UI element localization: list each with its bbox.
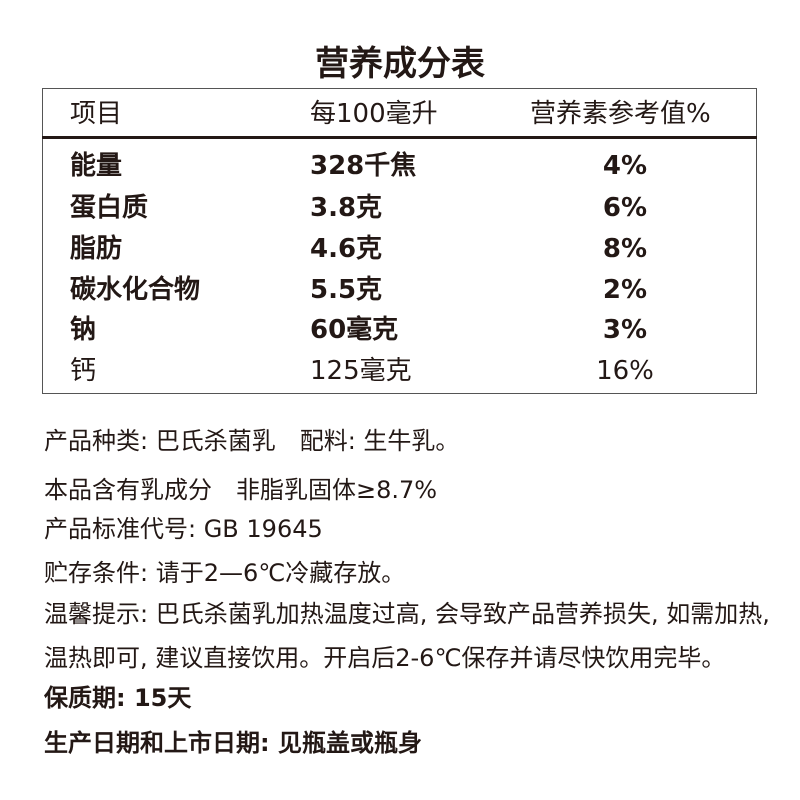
table-cell: 钠 — [70, 315, 97, 345]
header-cell: 项目 — [70, 99, 123, 129]
table-frame — [42, 88, 757, 394]
note-line: 本品含有乳成分 非脂乳固体≥8.7% — [44, 476, 438, 504]
header-cell: 营养素参考值% — [530, 99, 711, 129]
note-line: 温热即可, 建议直接饮用。开启后2-6℃保存并请尽快饮用完毕。 — [44, 644, 726, 672]
note-line: 保质期: 15天 — [44, 684, 192, 712]
table-cell: 60毫克 — [310, 315, 399, 345]
table-cell: 能量 — [70, 151, 123, 181]
note-line: 产品标准代号: GB 19645 — [44, 515, 323, 543]
table-cell: 2% — [602, 275, 648, 305]
table-cell: 125毫克 — [310, 356, 412, 386]
table-cell: 4% — [602, 151, 648, 181]
table-cell: 6% — [602, 193, 648, 223]
table-cell: 8% — [602, 234, 648, 264]
note-line: 温馨提示: 巴氏杀菌乳加热温度过高, 会导致产品营养损失, 如需加热, — [44, 600, 770, 628]
table-cell: 脂肪 — [70, 234, 123, 264]
table-cell: 3% — [602, 315, 648, 345]
table-cell: 钙 — [70, 356, 97, 386]
table-cell: 3.8克 — [310, 193, 383, 223]
table-cell: 5.5克 — [310, 275, 383, 305]
title: 营养成分表 — [315, 44, 485, 84]
header-rule — [42, 136, 757, 139]
table-cell: 碳水化合物 — [70, 275, 201, 305]
table-cell: 16% — [596, 356, 654, 386]
table-cell: 328千焦 — [310, 151, 417, 181]
note-line: 生产日期和上市日期: 见瓶盖或瓶身 — [44, 729, 422, 757]
note-line: 产品种类: 巴氏杀菌乳 配料: 生牛乳。 — [44, 427, 460, 455]
note-line: 贮存条件: 请于2—6℃冷藏存放。 — [44, 559, 406, 587]
table-cell: 蛋白质 — [70, 193, 149, 223]
header-cell: 每100毫升 — [310, 99, 438, 129]
table-cell: 4.6克 — [310, 234, 383, 264]
